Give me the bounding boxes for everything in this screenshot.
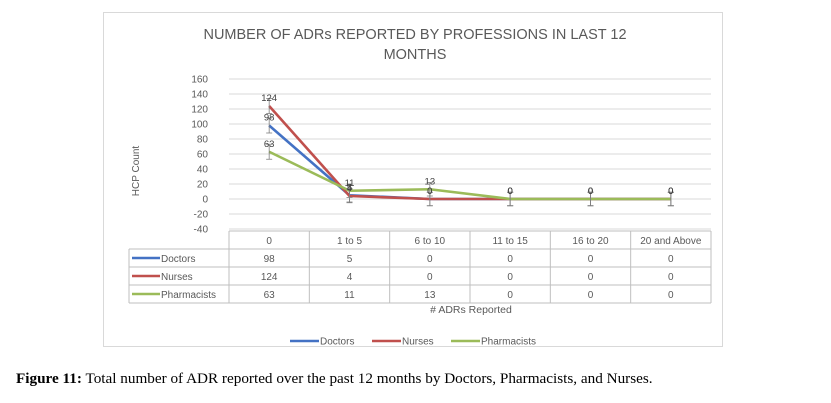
data-label: 0 xyxy=(427,186,432,197)
x-axis-label: # ADRs Reported xyxy=(430,304,512,316)
y-axis-label: HCP Count xyxy=(131,146,142,197)
table-cell: 0 xyxy=(507,272,513,283)
y-tick-label: 60 xyxy=(197,150,209,161)
table-cell: 0 xyxy=(588,254,594,265)
legend-label: Nurses xyxy=(402,337,434,347)
data-label: 4 xyxy=(347,183,352,194)
table-cell: 0 xyxy=(507,254,513,265)
series-line-pharmacists xyxy=(268,150,671,201)
figure-caption-text: Total number of ADR reported over the pa… xyxy=(85,370,653,387)
data-table: 0 1 to 5 6 to 10 11 to 15 16 to 20 20 and Abo… xyxy=(128,230,712,304)
table-cell: 0 xyxy=(588,272,594,283)
table-series-name: Nurses xyxy=(161,272,193,283)
data-label: 0 xyxy=(508,186,513,197)
table-cell: 0 xyxy=(668,272,674,283)
y-tick-label: 40 xyxy=(197,165,209,176)
series-lines xyxy=(268,105,671,201)
table-cell: 0 xyxy=(427,272,433,283)
legend-label: Doctors xyxy=(320,337,354,347)
table-cell: 0 xyxy=(668,254,674,265)
error-bars xyxy=(266,98,674,207)
table-series-name: Pharmacists xyxy=(161,290,216,301)
y-tick-label: 140 xyxy=(191,90,208,101)
table-cell: 0 xyxy=(507,290,513,301)
table-cell: 13 xyxy=(424,290,436,301)
table-cell: 0 xyxy=(427,254,433,265)
x-tick-label: 11 to 15 xyxy=(492,236,528,247)
table-cell: 0 xyxy=(588,290,594,301)
y-tick-label: -40 xyxy=(194,225,209,236)
data-label: 0 xyxy=(427,186,432,197)
figure-caption-label: Figure 11: xyxy=(16,370,82,387)
x-tick-label: 6 to 10 xyxy=(415,236,446,247)
data-label: 0 xyxy=(668,186,673,197)
table-cell: 63 xyxy=(264,290,276,301)
chart-svg: NUMBER OF ADRs REPORTED BY PROFESSIONS I… xyxy=(128,27,712,347)
figure-caption: Figure 11: Total number of ADR reported … xyxy=(16,370,826,388)
data-label: 5 xyxy=(347,182,352,193)
x-tick-label: 0 xyxy=(266,236,272,247)
y-tick-label: 20 xyxy=(197,180,209,191)
chart-title-line2: MONTHS xyxy=(384,47,447,63)
y-tick-label: 80 xyxy=(197,135,209,146)
x-tick-label: 16 to 20 xyxy=(572,236,609,247)
y-tick-label: 120 xyxy=(191,105,208,116)
table-cell: 4 xyxy=(347,272,353,283)
series-line-doctors xyxy=(268,124,671,201)
legend-label: Pharmacists xyxy=(481,337,536,347)
data-label: 124 xyxy=(261,93,277,104)
chart-title-line1: NUMBER OF ADRs REPORTED BY PROFESSIONS I… xyxy=(203,27,626,43)
data-label: 11 xyxy=(345,178,355,189)
chart-frame: NUMBER OF ADRs REPORTED BY PROFESSIONS I… xyxy=(103,12,723,347)
data-label: 0 xyxy=(588,186,593,197)
y-tick-label: 160 xyxy=(191,75,208,86)
y-tick-labels: 160 140 120 100 80 60 40 20 0 -20 -40 xyxy=(191,75,208,236)
table-series-name: Doctors xyxy=(161,254,195,265)
data-label: 0 xyxy=(588,186,593,197)
y-tick-label: -20 xyxy=(194,210,209,221)
table-cell: 0 xyxy=(668,290,674,301)
series-line-nurses xyxy=(268,105,671,201)
data-label: 0 xyxy=(668,186,673,197)
x-tick-label: 20 and Above xyxy=(640,236,702,247)
x-tick-label: 1 to 5 xyxy=(337,236,362,247)
y-tick-label: 0 xyxy=(202,195,208,206)
table-cell: 5 xyxy=(347,254,353,265)
table-cell: 98 xyxy=(264,254,276,265)
data-label: 0 xyxy=(588,186,593,197)
data-label: 98 xyxy=(264,113,275,124)
table-cell: 124 xyxy=(261,272,278,283)
data-label: 0 xyxy=(508,186,513,197)
data-label: 13 xyxy=(425,176,436,187)
legend: Doctors Nurses Pharmacists xyxy=(290,337,536,347)
data-label: 63 xyxy=(264,139,275,150)
data-label: 0 xyxy=(508,186,513,197)
data-label: 0 xyxy=(668,186,673,197)
table-cell: 11 xyxy=(344,290,355,301)
y-tick-label: 100 xyxy=(191,120,208,131)
